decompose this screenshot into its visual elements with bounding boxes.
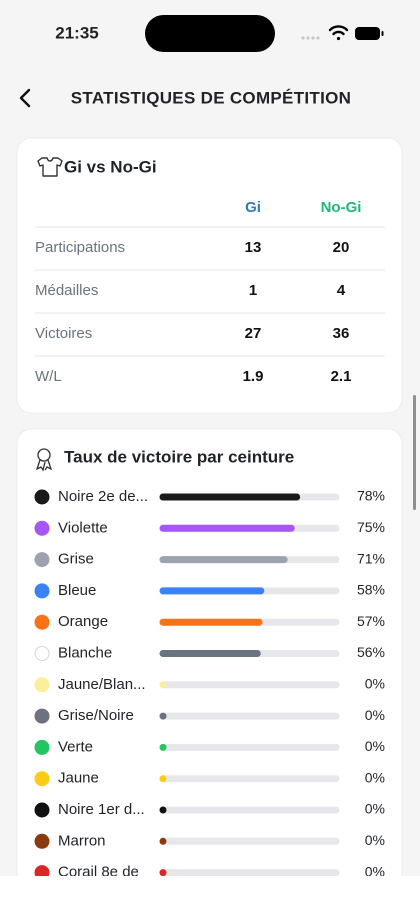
belt-dot (34, 552, 50, 568)
value-label: 0% (365, 769, 385, 785)
belt-dot (34, 583, 50, 599)
table: Gi No-Gi Participations 13 20 Médailles 1 4 Vict… (35, 199, 385, 385)
belt-dot (34, 739, 50, 755)
category-label: Grise/Noire (58, 707, 134, 724)
dynamic-island (145, 15, 275, 52)
value-label: 0% (365, 707, 385, 723)
category-label: Verte (58, 738, 93, 755)
category-label: Orange (58, 613, 108, 630)
value-label: 57% (357, 613, 385, 629)
back-button[interactable] (19, 88, 31, 108)
column-header: Gi (245, 199, 261, 216)
cell-value: 2.1 (331, 368, 352, 385)
row-label: Médailles (35, 282, 98, 299)
card-title: Gi vs No-Gi (64, 157, 157, 176)
category-label: Jaune (58, 770, 99, 787)
shirt-icon (37, 157, 63, 177)
value-label: 0% (365, 863, 385, 879)
belt-dot (34, 802, 50, 818)
belt-dot (34, 708, 50, 724)
value-label: 71% (357, 550, 385, 566)
status-time: 21:35 (55, 23, 98, 42)
medal-icon (35, 448, 53, 472)
value-label: 75% (357, 519, 385, 535)
category-label: Grise (58, 551, 94, 568)
belt-dot (34, 489, 50, 505)
page-title: STATISTIQUES DE COMPÉTITION (71, 88, 351, 107)
wifi-icon (328, 25, 349, 41)
bottom-area (0, 876, 420, 912)
belt-dot (34, 833, 50, 849)
cell-value: 1.9 (243, 368, 264, 385)
chart: Noire 2e de... 78% Violette 75% Grise 71% Bleu… (34, 488, 385, 881)
category-label: Blanche (58, 644, 112, 661)
card (16, 137, 403, 414)
scrollbar (413, 395, 416, 510)
value-label: 56% (357, 644, 385, 660)
cell-value: 13 (245, 239, 262, 256)
category-label: Violette (58, 519, 108, 536)
belt-dot (34, 646, 50, 661)
chart-title: Taux de victoire par ceinture (64, 447, 294, 466)
value-label: 0% (365, 832, 385, 848)
belt-dot (34, 614, 50, 630)
belt-dot (34, 677, 50, 693)
belt-dot (34, 771, 50, 787)
row-label: W/L (35, 368, 62, 385)
row-label: Participations (35, 239, 125, 256)
value-label: 78% (357, 488, 385, 504)
row-label: Victoires (35, 325, 92, 342)
battery-icon (355, 27, 384, 40)
card-clip: Taux de victoire par ceinture Noire 2e d… (16, 428, 403, 881)
cell-value: 36 (333, 325, 350, 342)
category-label: Marron (58, 832, 106, 849)
cell-value: 27 (245, 325, 262, 342)
column-header: No-Gi (321, 199, 362, 216)
category-label: Noire 2e de... (58, 488, 148, 505)
category-label: Corail 8e de (58, 864, 139, 881)
cell-value: 1 (249, 282, 257, 299)
signal-dots (301, 36, 320, 40)
value-label: 58% (357, 582, 385, 598)
cell-value: 20 (333, 239, 350, 256)
category-label: Noire 1er d... (58, 801, 145, 818)
cell-value: 4 (337, 282, 346, 299)
category-label: Jaune/Blan... (58, 676, 146, 693)
value-label: 0% (365, 676, 385, 692)
belt-dot (34, 520, 50, 536)
category-label: Bleue (58, 582, 96, 599)
belt-dot (34, 865, 50, 876)
value-label: 0% (365, 801, 385, 817)
value-label: 0% (365, 738, 385, 754)
